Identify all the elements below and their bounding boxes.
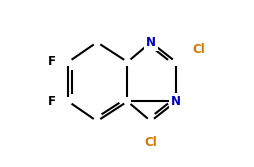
Text: F: F (48, 95, 56, 108)
Text: Cl: Cl (144, 136, 156, 149)
Text: Cl: Cl (191, 43, 204, 56)
Text: N: N (170, 95, 180, 108)
Text: F: F (48, 55, 56, 68)
Text: N: N (145, 36, 155, 49)
